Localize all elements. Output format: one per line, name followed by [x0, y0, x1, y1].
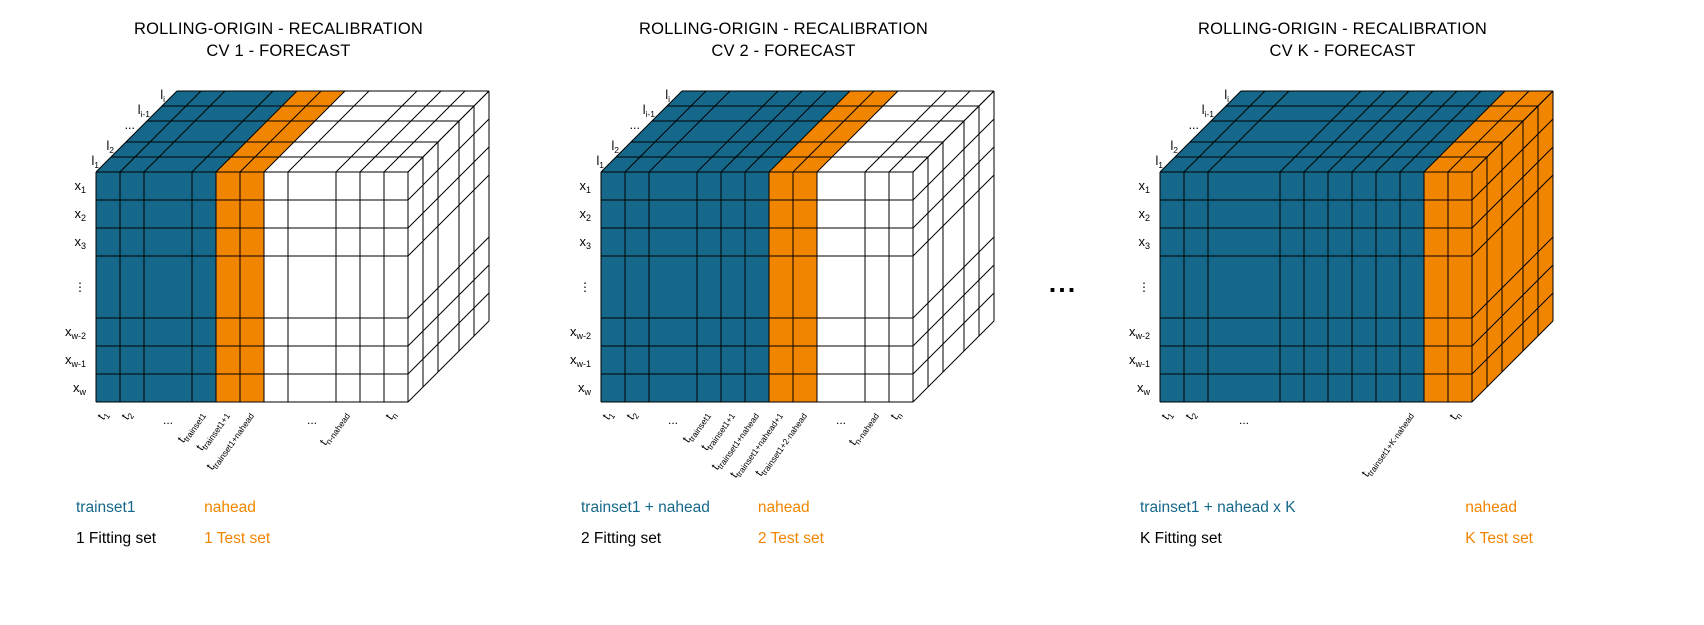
svg-text:l2: l2 — [1170, 139, 1178, 155]
svg-text:...: ... — [630, 118, 640, 132]
svg-text:xw-2: xw-2 — [570, 324, 591, 341]
legend-fitting-label: K Fitting set — [1140, 529, 1222, 547]
panel-cv1: ROLLING-ORIGIN - RECALIBRATION CV 1 - FO… — [26, 10, 531, 548]
svg-text:ttrainset1+K·nahead: ttrainset1+K·nahead — [1358, 407, 1416, 480]
legend-right-col: nahead 1 Test set — [204, 499, 270, 548]
svg-text:xw: xw — [73, 380, 87, 397]
svg-text:...: ... — [163, 413, 173, 427]
legend-testset-label: K Test set — [1465, 529, 1533, 547]
legend-cv2: trainset1 + nahead 2 Fitting set nahead … — [531, 499, 1036, 548]
svg-text:tn: tn — [887, 407, 905, 423]
svg-text:t1: t1 — [599, 407, 617, 423]
svg-text:tn-nahead: tn-nahead — [316, 407, 352, 449]
panel-title-cv2: ROLLING-ORIGIN - RECALIBRATION CV 2 - FO… — [531, 18, 1036, 63]
svg-text:x2: x2 — [74, 206, 86, 223]
legend-nahead-label: nahead — [1465, 498, 1517, 516]
legend-left-col: trainset1 + nahead 2 Fitting set — [581, 499, 710, 548]
svg-text:xw-1: xw-1 — [1129, 352, 1150, 369]
legend-trainset-label: trainset1 — [76, 498, 136, 516]
svg-text:x1: x1 — [579, 178, 591, 195]
svg-text:x1: x1 — [74, 178, 86, 195]
legend-testset-label: 1 Test set — [204, 529, 271, 547]
legend-right-col: nahead 2 Test set — [758, 499, 824, 548]
legend-nahead-label: nahead — [204, 498, 256, 516]
title-line1: ROLLING-ORIGIN - RECALIBRATION — [639, 20, 928, 38]
svg-text:t2: t2 — [1182, 407, 1200, 423]
legend-trainset-label: trainset1 + nahead — [581, 498, 710, 516]
svg-text:l1: l1 — [596, 154, 604, 170]
svg-text:t2: t2 — [118, 407, 136, 423]
svg-text:tn: tn — [1446, 407, 1464, 423]
panel-title-cvK: ROLLING-ORIGIN - RECALIBRATION CV K - FO… — [1090, 18, 1595, 63]
svg-text:xw: xw — [578, 380, 592, 397]
svg-text:xw-1: xw-1 — [65, 352, 86, 369]
legend-right-col: nahead K Test set — [1465, 499, 1533, 548]
svg-text:t1: t1 — [94, 407, 112, 423]
legend-testset-label: 2 Test set — [757, 529, 824, 547]
svg-text:...: ... — [1189, 118, 1199, 132]
svg-text:x2: x2 — [579, 206, 591, 223]
panel-title-cv1: ROLLING-ORIGIN - RECALIBRATION CV 1 - FO… — [26, 18, 531, 63]
svg-text:x2: x2 — [1138, 206, 1150, 223]
svg-text:⋮: ⋮ — [74, 280, 86, 294]
svg-text:xw-2: xw-2 — [1129, 324, 1150, 341]
svg-text:x1: x1 — [1138, 178, 1150, 195]
panel-cvK: ROLLING-ORIGIN - RECALIBRATION CV K - FO… — [1090, 10, 1595, 548]
title-line2: CV 1 - FORECAST — [206, 42, 351, 61]
svg-text:l1: l1 — [91, 154, 99, 170]
svg-text:xw-2: xw-2 — [65, 324, 86, 341]
svg-text:...: ... — [307, 413, 317, 427]
svg-text:xw-1: xw-1 — [570, 352, 591, 369]
svg-text:xw: xw — [1137, 380, 1151, 397]
svg-text:l1: l1 — [1155, 154, 1163, 170]
svg-text:x3: x3 — [1138, 234, 1150, 251]
svg-text:tn-nahead: tn-nahead — [845, 407, 881, 449]
svg-text:t1: t1 — [1158, 407, 1176, 423]
svg-text:t2: t2 — [623, 407, 641, 423]
svg-text:li-1: li-1 — [138, 103, 151, 119]
svg-text:li: li — [665, 88, 670, 104]
title-line2: CV K - FORECAST — [1269, 42, 1416, 61]
svg-text:...: ... — [1239, 413, 1249, 427]
legend-trainset-label: trainset1 + nahead x K — [1140, 498, 1296, 516]
svg-text:tn: tn — [382, 407, 400, 423]
legend-left-col: trainset1 + nahead x K K Fitting set — [1140, 499, 1296, 548]
legend-cv1: trainset1 1 Fitting set nahead 1 Test se… — [26, 499, 531, 548]
legend-left-col: trainset1 1 Fitting set — [76, 499, 156, 548]
svg-text:li-1: li-1 — [1202, 103, 1215, 119]
panels-ellipsis: ... — [1048, 268, 1078, 298]
svg-text:x3: x3 — [579, 234, 591, 251]
svg-text:...: ... — [125, 118, 135, 132]
title-line1: ROLLING-ORIGIN - RECALIBRATION — [1198, 20, 1487, 38]
svg-text:li: li — [160, 88, 165, 104]
svg-text:x3: x3 — [74, 234, 86, 251]
legend-cvK: trainset1 + nahead x K K Fitting set nah… — [1090, 499, 1595, 548]
svg-text:...: ... — [836, 413, 846, 427]
legend-fitting-label: 2 Fitting set — [581, 529, 662, 547]
legend-fitting-label: 1 Fitting set — [76, 529, 157, 547]
svg-text:li: li — [1224, 88, 1229, 104]
legend-nahead-label: nahead — [757, 498, 810, 516]
svg-text:⋮: ⋮ — [579, 280, 591, 294]
svg-text:l2: l2 — [611, 139, 619, 155]
title-line1: ROLLING-ORIGIN - RECALIBRATION — [134, 20, 423, 38]
title-line2: CV 2 - FORECAST — [711, 42, 856, 61]
svg-text:...: ... — [668, 413, 678, 427]
panel-cv2: ROLLING-ORIGIN - RECALIBRATION CV 2 - FO… — [531, 10, 1036, 548]
svg-text:l2: l2 — [106, 139, 114, 155]
svg-text:⋮: ⋮ — [1138, 280, 1150, 294]
svg-text:li-1: li-1 — [643, 103, 656, 119]
